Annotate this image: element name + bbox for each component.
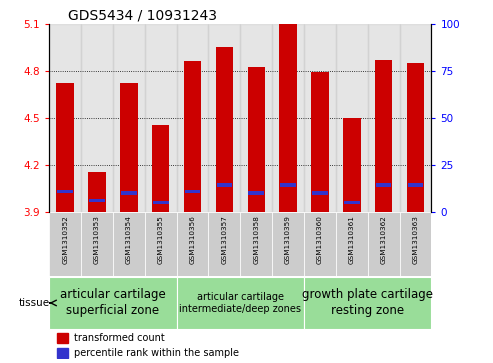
Bar <box>368 212 399 276</box>
Bar <box>81 24 113 212</box>
Bar <box>240 24 272 212</box>
Bar <box>176 212 209 276</box>
Bar <box>49 277 176 329</box>
Bar <box>343 118 360 212</box>
Text: GSM1310354: GSM1310354 <box>126 215 132 264</box>
Bar <box>57 347 69 358</box>
Bar <box>176 277 304 329</box>
Bar <box>153 200 169 204</box>
Bar <box>272 24 304 212</box>
Bar <box>215 47 233 212</box>
Bar <box>176 24 209 212</box>
Text: GSM1310360: GSM1310360 <box>317 215 323 264</box>
Bar <box>209 212 240 276</box>
Bar <box>216 183 232 187</box>
Text: transformed count: transformed count <box>74 333 165 343</box>
Bar <box>272 212 304 276</box>
Bar <box>49 212 81 276</box>
Bar <box>152 126 170 212</box>
Text: articular cartilage
intermediate/deep zones: articular cartilage intermediate/deep zo… <box>179 292 301 314</box>
Bar <box>304 24 336 212</box>
Bar <box>89 199 105 203</box>
Bar <box>184 61 201 212</box>
Text: growth plate cartilage
resting zone: growth plate cartilage resting zone <box>302 289 433 318</box>
Bar <box>248 191 264 195</box>
Bar <box>311 72 329 212</box>
Bar <box>304 212 336 276</box>
Bar <box>113 24 145 212</box>
Text: articular cartilage
superficial zone: articular cartilage superficial zone <box>60 289 166 318</box>
Bar <box>336 212 368 276</box>
Bar <box>375 60 392 212</box>
Bar <box>185 189 201 193</box>
Text: GSM1310355: GSM1310355 <box>158 215 164 264</box>
Bar <box>121 191 137 195</box>
Text: GSM1310359: GSM1310359 <box>285 215 291 264</box>
Bar <box>247 68 265 212</box>
Bar <box>57 83 74 212</box>
Bar <box>280 24 297 212</box>
Bar <box>240 212 272 276</box>
Bar <box>368 24 399 212</box>
Bar <box>120 83 138 212</box>
Bar <box>304 277 431 329</box>
Bar <box>88 172 106 212</box>
Text: GSM1310362: GSM1310362 <box>381 215 387 264</box>
Bar <box>113 212 145 276</box>
Text: GSM1310358: GSM1310358 <box>253 215 259 264</box>
Text: GSM1310353: GSM1310353 <box>94 215 100 264</box>
Bar <box>209 24 240 212</box>
Text: GSM1310363: GSM1310363 <box>413 215 419 264</box>
Text: GSM1310356: GSM1310356 <box>190 215 196 264</box>
Text: percentile rank within the sample: percentile rank within the sample <box>74 348 239 358</box>
Bar <box>407 63 424 212</box>
Bar <box>145 24 176 212</box>
Text: tissue: tissue <box>19 298 50 308</box>
Bar <box>81 212 113 276</box>
Bar <box>57 333 69 343</box>
Text: GSM1310357: GSM1310357 <box>221 215 227 264</box>
Text: GSM1310352: GSM1310352 <box>62 215 68 264</box>
Bar <box>49 24 81 212</box>
Bar <box>376 183 391 187</box>
Bar <box>336 24 368 212</box>
Bar <box>280 183 296 187</box>
Bar <box>344 200 360 204</box>
Text: GSM1310361: GSM1310361 <box>349 215 355 264</box>
Bar <box>408 183 423 187</box>
Bar <box>399 212 431 276</box>
Bar <box>57 189 73 193</box>
Bar <box>399 24 431 212</box>
Text: GDS5434 / 10931243: GDS5434 / 10931243 <box>69 8 217 23</box>
Bar <box>145 212 176 276</box>
Bar <box>312 191 328 195</box>
